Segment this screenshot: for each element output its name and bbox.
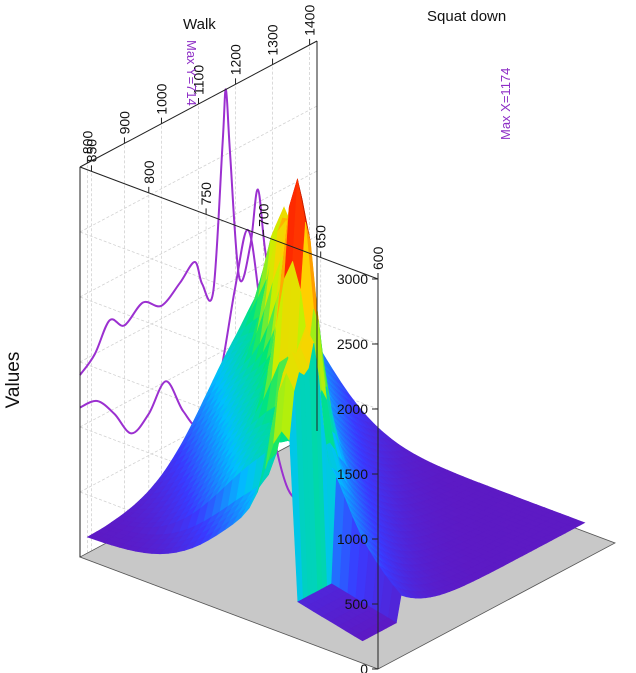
walk-tick-label: 800 bbox=[141, 160, 157, 184]
walk-tick-label: 750 bbox=[198, 182, 214, 206]
squat-tick-label: 1300 bbox=[265, 24, 281, 55]
z-tick-label: 2500 bbox=[337, 336, 368, 352]
z-tick-label: 2000 bbox=[337, 401, 368, 417]
z-tick-label: 1500 bbox=[337, 466, 368, 482]
max-y-annotation: Max Y=714 bbox=[184, 40, 199, 106]
z-tick-label: 500 bbox=[345, 596, 369, 612]
z-tick-label: 0 bbox=[360, 661, 368, 673]
values-axis-label: Values bbox=[3, 352, 24, 409]
axes: 0500100015002000250030006006507007508008… bbox=[79, 5, 386, 673]
max-x-annotation: Max X=1174 bbox=[498, 68, 513, 140]
walk-axis-line bbox=[79, 166, 379, 280]
squat-tick-label: 800 bbox=[79, 131, 95, 155]
walk-tick-label: 700 bbox=[255, 203, 271, 227]
walk-axis-label: Walk bbox=[183, 16, 216, 33]
grid-z-left bbox=[79, 296, 379, 410]
surface-patch bbox=[353, 633, 368, 642]
axis-labels: Walk Squat down Values Max Y=714 Max X=1… bbox=[3, 8, 513, 408]
surface-mesh bbox=[86, 178, 586, 642]
squat-tick-label: 900 bbox=[116, 111, 132, 135]
z-tick-label: 3000 bbox=[337, 271, 368, 287]
grid-z-left bbox=[79, 426, 379, 540]
z-tick-label: 1000 bbox=[337, 531, 368, 547]
squat-tick-label: 1400 bbox=[302, 5, 318, 36]
squat-axis-label: Squat down bbox=[427, 8, 506, 25]
walk-tick-label: 850 bbox=[84, 139, 100, 163]
squat-tick-label: 1000 bbox=[154, 83, 170, 114]
walk-tick-label: 600 bbox=[370, 246, 386, 270]
grid-z-left bbox=[79, 231, 379, 345]
squat-tick-label: 1200 bbox=[228, 44, 244, 75]
squat-tick-label: 1100 bbox=[191, 65, 207, 95]
grid-z-left bbox=[79, 361, 379, 475]
walk-tick-label: 650 bbox=[313, 225, 329, 249]
